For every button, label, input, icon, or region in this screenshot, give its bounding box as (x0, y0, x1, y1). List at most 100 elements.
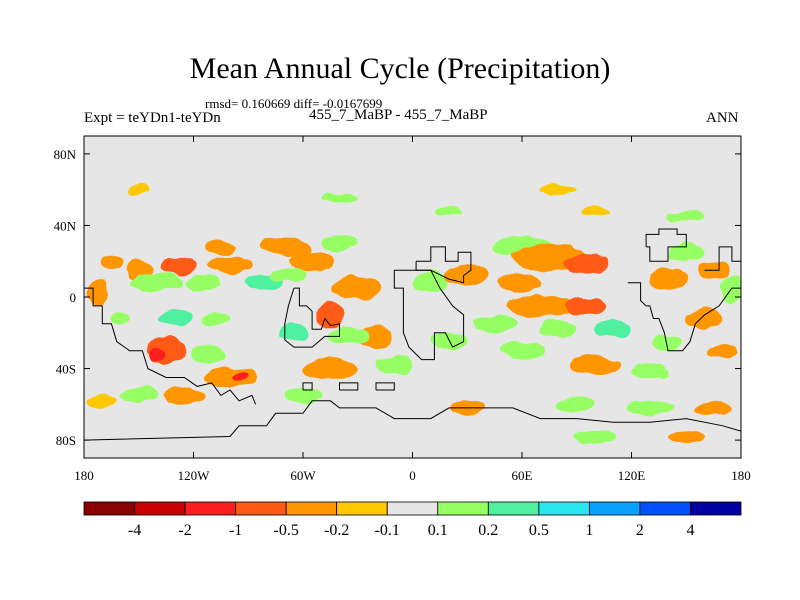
axes: 180 120W 60W 0 60E 120E 180 80N 40N 0 40S 80S (54, 136, 751, 483)
colorbar-swatch (487, 501, 540, 516)
colorbar-swatch (134, 501, 186, 516)
colorbar-swatch (639, 501, 691, 516)
anomaly-blob (231, 370, 247, 382)
anomaly-blob (376, 356, 413, 374)
anomaly-blob (507, 295, 574, 317)
y-tick-label: 40S (56, 362, 76, 377)
anomaly-blob (326, 327, 371, 346)
anomaly-blob (109, 311, 132, 326)
colorbar-level-label: 0.5 (529, 522, 549, 539)
anomaly-blob (708, 343, 738, 358)
anomaly-blob (668, 211, 705, 222)
anomaly-blob (321, 193, 358, 204)
anomaly-blob (686, 309, 723, 328)
anomaly-blob (332, 277, 384, 299)
y-tick-label: 80N (54, 147, 77, 162)
anomaly-blob (569, 356, 621, 374)
anomaly-blob (668, 243, 705, 262)
x-tick-label: 180 (74, 468, 94, 483)
colorbar-level-label: -2 (178, 522, 191, 539)
rmsd-diff-stats: rmsd= 0.160669 diff= -0.0167699 (205, 96, 383, 111)
colorbar-swatch (83, 501, 135, 516)
anomaly-blob (200, 311, 230, 326)
coastline (704, 246, 741, 271)
colorbar-swatch (437, 501, 489, 516)
anomaly-blob (472, 314, 517, 333)
chart-title: Mean Annual Cycle (Precipitation) (189, 52, 611, 85)
season-label: ANN (706, 110, 739, 126)
anomaly-blob (558, 397, 595, 412)
anomaly-blob (430, 330, 468, 353)
anomaly-blob (184, 275, 221, 290)
colorbar-level-label: 2 (636, 522, 644, 539)
colorbar-level-label: -4 (128, 522, 141, 539)
anomaly-blob (563, 297, 608, 315)
anomaly-blob (131, 273, 183, 292)
anomaly-blob (157, 311, 194, 326)
anomaly-blob (290, 250, 335, 272)
anomaly-blob (434, 205, 464, 217)
anomaly-blob (189, 345, 227, 364)
anomaly-blob (580, 205, 610, 217)
x-tick-label: 60E (512, 468, 533, 483)
coastline (84, 287, 257, 405)
colorbar-swatch (538, 501, 590, 516)
colorbar-level-label: 0.2 (478, 522, 498, 539)
x-tick-label: 60W (290, 468, 316, 483)
coastlines (84, 228, 741, 441)
anomaly-blob (208, 255, 252, 274)
anomaly-blob (720, 273, 741, 303)
anomaly-field (87, 184, 741, 444)
coastline (645, 228, 687, 262)
anomaly-blob (631, 364, 668, 380)
colorbar-swatch (184, 501, 237, 516)
x-tick-label: 180 (731, 468, 751, 483)
anomaly-blob (259, 237, 311, 256)
anomaly-blob (304, 357, 356, 380)
y-tick-label: 0 (70, 290, 77, 305)
run-comparison-label: 455_7_MaBP - 455_7_MaBP (309, 107, 488, 123)
anomaly-blob (160, 257, 198, 276)
colorbar-level-label: 0.1 (428, 522, 448, 539)
anomaly-blob (204, 366, 256, 389)
coastline (375, 382, 395, 391)
coastline (84, 400, 741, 441)
x-tick-label: 0 (409, 468, 416, 483)
coastline (627, 282, 741, 352)
anomaly-blob (270, 268, 307, 283)
anomaly-blob (595, 320, 632, 339)
experiment-label: Expt = teYDn1-teYDn (84, 110, 221, 126)
coastline (302, 382, 313, 391)
anomaly-blob (204, 239, 238, 255)
y-tick-label: 80S (56, 433, 76, 448)
colorbar-level-label: 1 (585, 522, 593, 539)
colorbar-level-label: 4 (686, 522, 694, 539)
anomaly-blob (624, 400, 676, 416)
colorbar-swatch (386, 501, 439, 516)
anomaly-blob (127, 184, 150, 196)
colorbar-level-label: -0.2 (324, 522, 349, 539)
anomaly-blob (315, 302, 345, 328)
anomaly-blob (573, 429, 617, 444)
anomaly-blob (87, 393, 117, 408)
anomaly-blob (540, 184, 577, 196)
colorbar-level-label: -0.1 (375, 522, 400, 539)
anomaly-blob (120, 388, 157, 403)
anomaly-blob (100, 254, 123, 269)
anomaly-blob (649, 268, 687, 290)
colorbar-swatch (336, 501, 388, 516)
colorbar-level-label: -0.5 (273, 522, 298, 539)
x-tick-label: 120E (618, 468, 646, 483)
anomaly-blob (279, 323, 309, 342)
anomaly-blob (500, 341, 544, 360)
anomaly-blob (321, 236, 358, 251)
anomaly-blob (284, 388, 322, 403)
colorbar-swatch (690, 501, 742, 516)
colorbar-level-label: -1 (229, 522, 242, 539)
coastline (284, 287, 340, 348)
anomaly-blob (149, 347, 165, 362)
anomaly-blob (540, 320, 577, 339)
anomaly-blob (653, 334, 683, 349)
anomaly-blob (162, 386, 207, 405)
